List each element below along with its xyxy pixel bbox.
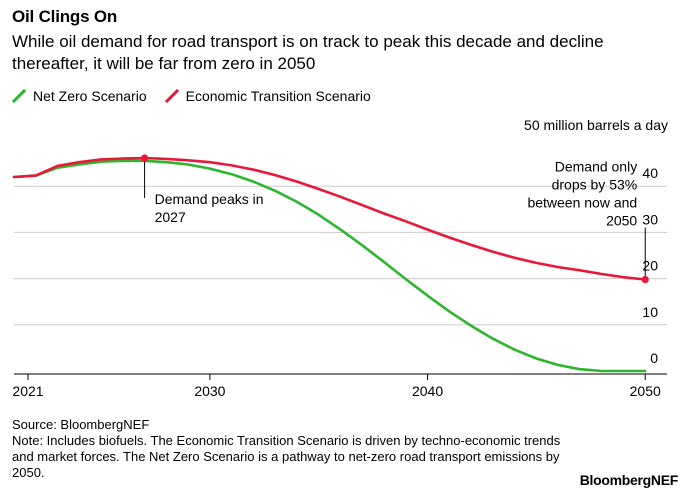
x-tick-label: 2021 [12, 383, 43, 399]
y-tick-label: 20 [642, 258, 658, 274]
series-line-net-zero-scenario [12, 159, 647, 373]
annotation-marker-peak [141, 154, 149, 162]
annotation-text-2050: 2050 [606, 213, 637, 229]
y-tick-label: 30 [642, 211, 658, 227]
legend-item-economic-transition: Economic Transition Scenario [164, 88, 371, 104]
annotation-marker-2050 [641, 275, 649, 284]
legend-check-icon-economic-transition [164, 89, 179, 103]
chart-title: Oil Clings On [12, 7, 118, 26]
legend-label-economic-transition: Economic Transition Scenario [185, 88, 371, 104]
source-note: Source: BloombergNEF [12, 417, 150, 432]
annotation-text-2050: Demand only [555, 159, 638, 175]
annotation-text-peak: Demand peaks in [155, 191, 264, 207]
chart-subtitle: While oil demand for road transport is o… [12, 32, 604, 73]
x-tick-label: 2030 [194, 383, 225, 399]
annotation-text-peak: 2027 [155, 209, 186, 225]
x-tick-label: 2050 [630, 383, 661, 399]
legend-check-icon-net-zero [12, 89, 26, 103]
y-axis-unit-label: 50 million barrels a day [524, 117, 668, 133]
methodology-note: Note: Includes biofuels. The Economic Tr… [12, 433, 561, 480]
y-tick-label: 10 [642, 304, 658, 320]
chart-footer: Source: BloombergNEF Note: Includes biof… [12, 417, 572, 481]
x-tick-label: 2040 [412, 383, 443, 399]
y-tick-label: 40 [642, 165, 658, 181]
annotation-text-2050: between now and [527, 195, 637, 211]
legend-label-net-zero: Net Zero Scenario [33, 88, 147, 104]
y-tick-label: 0 [650, 350, 658, 366]
legend-item-net-zero: Net Zero Scenario [12, 88, 147, 104]
series-line-economic-transition-scenario [12, 156, 647, 281]
annotation-text-2050: drops by 53% [552, 177, 638, 193]
chart-legend: Net Zero Scenario Economic Transition Sc… [12, 88, 389, 104]
brand-logo-text: BloombergNEF [579, 472, 679, 488]
